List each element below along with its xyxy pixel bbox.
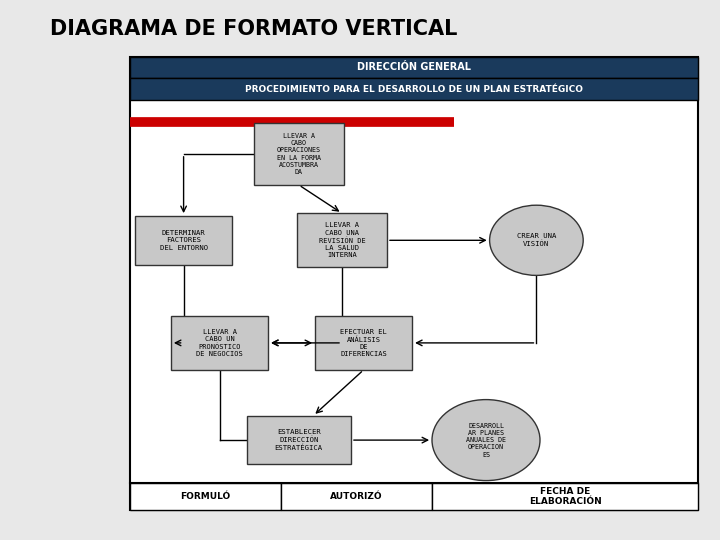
Bar: [130, 57, 698, 510]
Bar: [130, 78, 698, 100]
Text: LLEVAR A
CABO
OPERACIONES
EN LA FORMA
ACOSTUMBRA
DA: LLEVAR A CABO OPERACIONES EN LA FORMA AC…: [276, 133, 321, 175]
Text: AUTORIZÓ: AUTORIZÓ: [330, 492, 383, 501]
Bar: [281, 483, 432, 510]
Text: LLEVAR A
CABO UNA
REVISIÓN DE
LA SALUD
INTERNA: LLEVAR A CABO UNA REVISIÓN DE LA SALUD I…: [319, 222, 365, 258]
Text: ESTABLECER
DIRECCIÓN
ESTRATÉGICA: ESTABLECER DIRECCIÓN ESTRATÉGICA: [275, 429, 323, 451]
Bar: [253, 123, 344, 185]
Bar: [171, 316, 268, 370]
Bar: [135, 216, 232, 265]
Text: FORMULÓ: FORMULÓ: [180, 492, 230, 501]
Text: CREAR UNA
VISIÓN: CREAR UNA VISIÓN: [517, 233, 556, 247]
Text: PROCEDIMIENTO PARA EL DESARROLLO DE UN PLAN ESTRATÉGICO: PROCEDIMIENTO PARA EL DESARROLLO DE UN P…: [245, 85, 583, 93]
Bar: [297, 213, 387, 267]
Text: DIRECCIÓN GENERAL: DIRECCIÓN GENERAL: [357, 63, 471, 72]
Bar: [246, 416, 351, 464]
Circle shape: [490, 205, 583, 275]
Bar: [315, 316, 412, 370]
Bar: [130, 57, 698, 78]
Bar: [130, 483, 281, 510]
Text: DETERMINAR
FACTORES
DEL ENTORNO: DETERMINAR FACTORES DEL ENTORNO: [160, 230, 207, 251]
Text: FECHA DE
ELABORACIÓN: FECHA DE ELABORACIÓN: [528, 487, 602, 507]
Text: DESARROLL
AR PLANES
ANUALES DE
OPERACION
ES: DESARROLL AR PLANES ANUALES DE OPERACION…: [466, 423, 506, 457]
Text: EFECTUAR EL
ANÁLISIS
DE
DIFERENCIAS: EFECTUAR EL ANÁLISIS DE DIFERENCIAS: [341, 329, 387, 357]
Circle shape: [432, 400, 540, 481]
Text: DIAGRAMA DE FORMATO VERTICAL: DIAGRAMA DE FORMATO VERTICAL: [50, 19, 458, 39]
Text: LLEVAR A
CABO UN
PRONÓSTICO
DE NEGOCIOS: LLEVAR A CABO UN PRONÓSTICO DE NEGOCIOS: [197, 329, 243, 357]
Bar: [432, 483, 698, 510]
